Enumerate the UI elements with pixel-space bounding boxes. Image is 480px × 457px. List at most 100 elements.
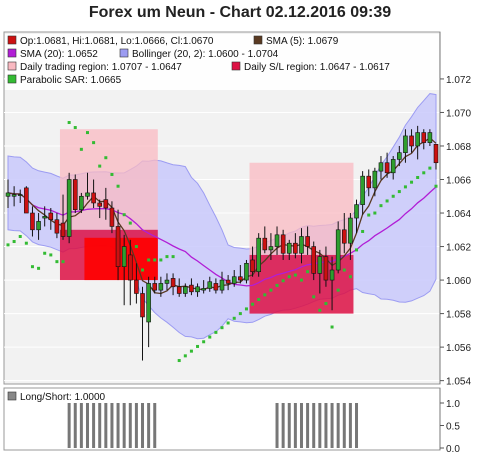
long-short-y-tick-label: 0.0 [446,444,460,455]
sar-point [275,283,279,287]
candle-body [79,195,84,210]
candle-body [415,132,420,147]
candle-body [268,246,274,251]
candle-body [140,293,145,318]
legend-label-sma5: SMA (5): 1.0679 [266,36,339,47]
long-short-bar [299,403,303,448]
legend-icon-trading_region [7,61,17,71]
sar-point [43,251,47,255]
sar-point [147,258,151,262]
candle-body [274,234,280,247]
legend-icon-sma20 [7,48,17,58]
y-tick-label: 1.070 [446,108,471,119]
sar-point [318,308,322,312]
candle-body [384,162,390,174]
sar-point [165,255,169,259]
sar-point [263,293,267,297]
candle-body [201,288,206,291]
y-tick-label: 1.068 [446,142,471,153]
sar-point [6,243,10,247]
sar-point [336,288,340,292]
y-tick-label: 1.062 [446,243,471,254]
sar-point [116,184,120,188]
sar-point [287,275,291,279]
candle-body [213,283,219,291]
candle-body [127,254,133,281]
sar-point [67,121,71,125]
sar-point [189,349,193,353]
candle-body [231,276,237,284]
candle-body [421,132,427,143]
sar-point [367,213,371,217]
long-short-bar [336,403,340,448]
sar-point [330,325,334,329]
long-short-bar [330,403,334,448]
candle-body [348,217,353,244]
candle-body [54,219,60,234]
long-short-bar [324,403,328,448]
candle-body [195,286,200,293]
long-short-y-tick-label: 1.0 [446,399,460,410]
price-panel: 1.054 1.056 1.058 1.060 1.062 1.064 1.066 1.068… [3,31,471,388]
candle-body [134,279,139,294]
long-short-bar [342,403,346,448]
legend-icon-sar [7,74,17,84]
candle-body [17,194,23,196]
long-short-bar [116,403,120,448]
sar-point [244,307,248,311]
candle-body [219,279,225,291]
y-tick-label: 1.066 [446,176,471,187]
candle-body [323,256,329,281]
candle-body [329,269,335,281]
candle-body [85,192,90,197]
y-tick-label: 1.072 [446,75,471,86]
candle-body [115,226,121,267]
candle-body [250,259,255,272]
sar-point [153,258,157,262]
long-short-bar [293,403,297,448]
sl-region-core [84,237,158,281]
candle-body [311,246,317,274]
candle-body [146,283,151,323]
long-short-bar [110,403,114,448]
candle-body [341,229,347,244]
long-short-bar [67,403,71,448]
sar-point [85,131,89,135]
sar-point [410,180,414,184]
candle-body [183,286,188,294]
sar-point [177,359,181,363]
candle-body [286,242,292,254]
y-tick-label: 1.058 [446,310,471,321]
sar-point [128,221,132,225]
sar-point [55,260,59,264]
candle-body [299,236,304,254]
candle-body [317,256,323,274]
candle-body [238,276,243,281]
sar-point [373,211,377,215]
sar-point [104,156,108,160]
sar-point [171,255,175,259]
sar-point [12,240,16,244]
candle-body [280,234,286,254]
candle-body [11,194,17,197]
candle-body [24,187,29,214]
candle-body [256,237,261,272]
sar-point [416,175,420,179]
y-tick-label: 1.054 [446,377,471,388]
sar-point [355,248,359,252]
candle-body [397,152,402,160]
long-short-bar [141,403,145,448]
candle-body [189,284,194,293]
sar-point [397,190,401,194]
candle-body [30,212,35,231]
sar-point [403,185,407,189]
candle-body [225,279,231,284]
candle-body [121,246,127,267]
sar-point [422,171,426,175]
long-short-bar [281,403,285,448]
sar-point [348,275,352,279]
long-short-bar [134,403,138,448]
sar-point [183,354,187,358]
candle-body [335,229,341,271]
candle-body [152,283,158,291]
